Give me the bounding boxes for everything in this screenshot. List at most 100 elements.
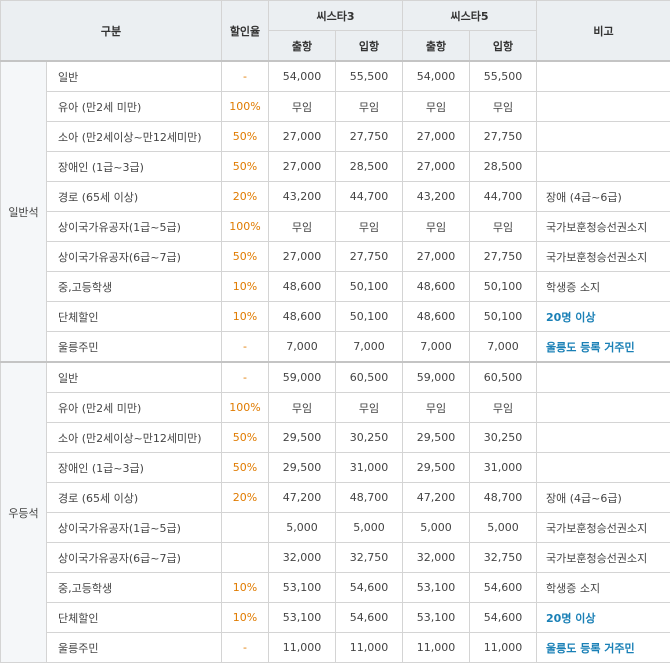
seastar3-depart-fare: 무임 <box>269 393 336 423</box>
seastar3-arrive-fare: 55,500 <box>336 61 403 92</box>
discount-rate: - <box>222 633 269 663</box>
discount-rate: 10% <box>222 302 269 332</box>
remark <box>537 152 670 182</box>
seat-class-label: 우등석 <box>1 362 47 663</box>
remark: 울릉도 등록 거주민 <box>537 633 670 663</box>
seastar3-depart-fare: 47,200 <box>269 483 336 513</box>
passenger-type: 울릉주민 <box>47 633 222 663</box>
seastar3-arrive-fare: 5,000 <box>336 513 403 543</box>
seastar5-depart-fare: 47,200 <box>403 483 470 513</box>
seastar5-arrive-fare: 7,000 <box>470 332 537 363</box>
remark <box>537 61 670 92</box>
seastar5-depart-fare: 48,600 <box>403 302 470 332</box>
discount-rate: - <box>222 332 269 363</box>
seastar3-arrive-fare: 28,500 <box>336 152 403 182</box>
seastar3-depart-fare: 27,000 <box>269 242 336 272</box>
header-discount-rate: 할인율 <box>222 1 269 62</box>
remark <box>537 122 670 152</box>
seastar3-arrive-fare: 27,750 <box>336 122 403 152</box>
discount-rate: 10% <box>222 272 269 302</box>
discount-rate: 50% <box>222 242 269 272</box>
passenger-type: 유아 (만2세 미만) <box>47 393 222 423</box>
seastar5-depart-fare: 27,000 <box>403 122 470 152</box>
header-category: 구분 <box>1 1 222 62</box>
seastar3-depart-fare: 59,000 <box>269 362 336 393</box>
passenger-type: 울릉주민 <box>47 332 222 363</box>
seastar3-arrive-fare: 44,700 <box>336 182 403 212</box>
seastar3-arrive-fare: 54,600 <box>336 573 403 603</box>
seastar5-depart-fare: 7,000 <box>403 332 470 363</box>
seastar5-arrive-fare: 50,100 <box>470 272 537 302</box>
seat-class-label: 일반석 <box>1 61 47 362</box>
header-s3-depart: 출항 <box>269 31 336 62</box>
discount-rate: 10% <box>222 603 269 633</box>
seastar3-arrive-fare: 31,000 <box>336 453 403 483</box>
seastar5-depart-fare: 53,100 <box>403 573 470 603</box>
discount-rate: 100% <box>222 92 269 122</box>
passenger-type: 상이국가유공자(1급~5급) <box>47 513 222 543</box>
remark: 국가보훈청승선권소지 <box>537 543 670 573</box>
passenger-type: 장애인 (1급~3급) <box>47 453 222 483</box>
seastar3-arrive-fare: 무임 <box>336 92 403 122</box>
passenger-type: 상이국가유공자(1급~5급) <box>47 212 222 242</box>
header-s3-arrive: 입항 <box>336 31 403 62</box>
seastar5-depart-fare: 27,000 <box>403 242 470 272</box>
remark: 학생증 소지 <box>537 573 670 603</box>
discount-rate: - <box>222 362 269 393</box>
seastar3-arrive-fare: 7,000 <box>336 332 403 363</box>
discount-rate <box>222 513 269 543</box>
seastar3-arrive-fare: 54,600 <box>336 603 403 633</box>
seastar5-arrive-fare: 44,700 <box>470 182 537 212</box>
seastar5-arrive-fare: 28,500 <box>470 152 537 182</box>
seastar5-arrive-fare: 무임 <box>470 92 537 122</box>
remark: 국가보훈청승선권소지 <box>537 242 670 272</box>
seastar5-arrive-fare: 54,600 <box>470 603 537 633</box>
discount-rate: 20% <box>222 182 269 212</box>
passenger-type: 경로 (65세 이상) <box>47 483 222 513</box>
seastar5-arrive-fare: 11,000 <box>470 633 537 663</box>
seastar5-arrive-fare: 54,600 <box>470 573 537 603</box>
seastar3-depart-fare: 53,100 <box>269 573 336 603</box>
seastar5-depart-fare: 54,000 <box>403 61 470 92</box>
seastar5-depart-fare: 무임 <box>403 393 470 423</box>
seastar3-depart-fare: 29,500 <box>269 423 336 453</box>
seastar5-depart-fare: 29,500 <box>403 453 470 483</box>
seastar3-arrive-fare: 27,750 <box>336 242 403 272</box>
remark: 장애 (4급~6급) <box>537 182 670 212</box>
seastar3-arrive-fare: 48,700 <box>336 483 403 513</box>
remark: 울릉도 등록 거주민 <box>537 332 670 363</box>
seastar5-arrive-fare: 60,500 <box>470 362 537 393</box>
header-ship-seastar5: 씨스타5 <box>403 1 537 31</box>
seastar3-arrive-fare: 50,100 <box>336 302 403 332</box>
seastar5-depart-fare: 무임 <box>403 212 470 242</box>
seastar3-arrive-fare: 30,250 <box>336 423 403 453</box>
seastar5-arrive-fare: 32,750 <box>470 543 537 573</box>
seastar5-arrive-fare: 5,000 <box>470 513 537 543</box>
remark: 국가보훈청승선권소지 <box>537 513 670 543</box>
seastar3-depart-fare: 무임 <box>269 212 336 242</box>
passenger-type: 일반 <box>47 61 222 92</box>
header-s5-depart: 출항 <box>403 31 470 62</box>
passenger-type: 상이국가유공자(6급~7급) <box>47 242 222 272</box>
remark: 학생증 소지 <box>537 272 670 302</box>
passenger-type: 소아 (만2세이상~만12세미만) <box>47 423 222 453</box>
passenger-type: 경로 (65세 이상) <box>47 182 222 212</box>
